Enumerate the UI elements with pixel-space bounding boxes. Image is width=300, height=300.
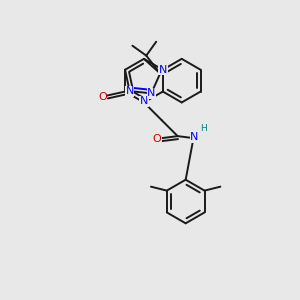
Text: N: N: [125, 86, 134, 96]
Text: N: N: [147, 88, 155, 98]
Text: N: N: [140, 97, 148, 106]
Text: O: O: [98, 92, 107, 101]
Text: H: H: [200, 124, 207, 133]
Text: N: N: [190, 132, 199, 142]
Text: O: O: [152, 134, 161, 144]
Text: N: N: [159, 65, 167, 75]
